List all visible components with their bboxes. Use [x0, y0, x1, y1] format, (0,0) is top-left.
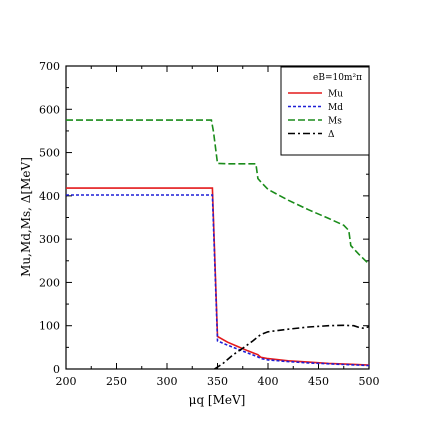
legend-label-0: Mu — [328, 90, 343, 100]
y-axis-title: Mu,Md,Ms, Δ[MeV] — [19, 157, 33, 277]
x-tick-label: 350 — [207, 375, 228, 388]
legend-label-2: Ms — [328, 117, 342, 127]
y-tick-label: 0 — [53, 363, 60, 376]
y-tick-label: 500 — [39, 147, 60, 160]
series-line-3 — [214, 324, 370, 370]
legend-label-3: Δ — [328, 130, 335, 140]
x-tick-label: 500 — [359, 375, 380, 388]
y-tick-label: 300 — [39, 233, 60, 246]
legend-box — [280, 66, 370, 156]
series-line-2 — [66, 119, 370, 265]
series-line-1 — [66, 194, 370, 367]
legend: eB=10m²π Mu Md Ms Δ — [280, 66, 370, 156]
x-tick-label: 450 — [308, 375, 329, 388]
y-tick-label: 200 — [39, 276, 60, 289]
x-tick-label: 250 — [106, 375, 127, 388]
y-tick-label: 700 — [39, 60, 60, 73]
legend-label-1: Md — [328, 103, 343, 113]
series-lines — [66, 119, 370, 370]
y-tick-label: 100 — [39, 320, 60, 333]
x-axis-title: μq [MeV] — [189, 393, 246, 407]
y-tick-label: 400 — [39, 190, 60, 203]
legend-title: eB=10m²π — [313, 73, 362, 83]
x-tick-label: 300 — [157, 375, 178, 388]
x-tick-label: 400 — [258, 375, 279, 388]
series-line-0 — [66, 187, 370, 366]
x-tick-label: 200 — [56, 375, 77, 388]
y-tick-label: 600 — [39, 103, 60, 116]
